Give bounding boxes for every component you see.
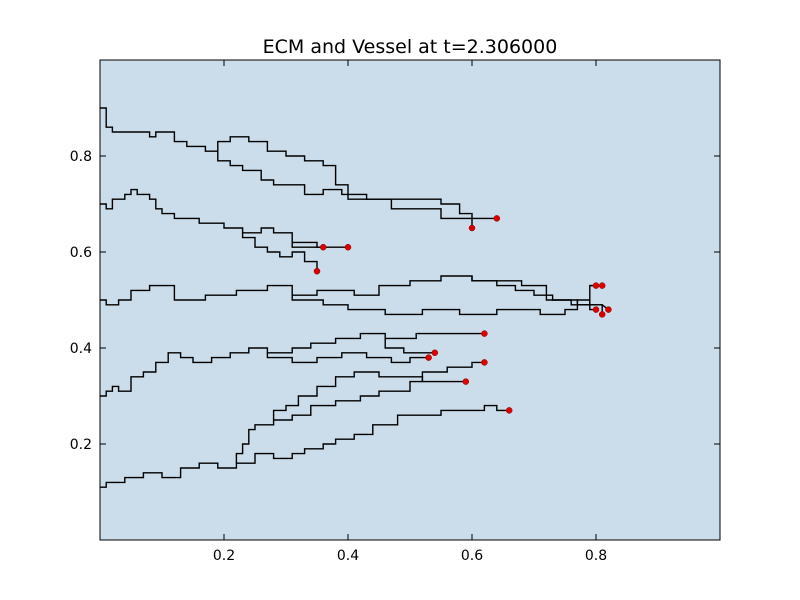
x-tick-label: 0.8: [585, 548, 607, 564]
vessel-line-8: [576, 299, 603, 315]
plot-frame: [99, 59, 721, 541]
vessel-line-5: [100, 275, 609, 311]
y-tick-label: 0.4: [70, 341, 92, 357]
vessel-line-11: [266, 352, 429, 364]
y-tick-label: 0.6: [70, 245, 92, 261]
vessel-line-7: [471, 276, 596, 311]
x-tick-label: 0.2: [213, 548, 235, 564]
vessel-tip-marker-12: [431, 349, 439, 357]
x-axis: 0.2 0.4 0.6 0.8: [213, 60, 607, 564]
vessel-tip-marker-15: [462, 378, 470, 385]
vessel-line-12: [384, 338, 435, 354]
vessel-tip-marker-1: [468, 224, 476, 232]
x-tick-label: 0.4: [337, 548, 359, 564]
vessel-tip-marker-8: [598, 311, 606, 318]
vessel-line-14: [235, 361, 485, 464]
vessel-tip-marker-4: [319, 243, 327, 251]
vessel-line-15: [272, 371, 466, 420]
vessel-tip-marker-7: [592, 306, 600, 313]
vessel-network: [100, 107, 609, 488]
vessel-tip-marker-0: [493, 215, 501, 222]
vessel-tip-marker-5: [605, 306, 612, 313]
y-tick-label: 0.8: [70, 149, 92, 165]
vessel-tips: [313, 215, 612, 414]
vessel-line-6: [291, 284, 596, 316]
x-tick-label: 0.6: [461, 548, 483, 564]
vessel-tip-marker-6: [592, 282, 600, 289]
vessel-line-1: [217, 151, 473, 228]
vessel-line-3: [241, 232, 318, 272]
vessel-line-4: [291, 242, 324, 248]
y-tick-label: 0.2: [70, 437, 92, 453]
vessel-line-2: [100, 188, 348, 248]
vessel-tip-marker-14: [481, 359, 488, 366]
y-axis: 0.2 0.4 0.6 0.8: [70, 149, 720, 453]
vessel-line-10: [100, 332, 485, 397]
vessel-tip-marker-2: [344, 243, 352, 251]
vessel-line-13: [100, 404, 510, 488]
vessel-tip-marker-9: [598, 282, 606, 289]
vessel-tip-marker-11: [425, 354, 432, 361]
vessel-tip-marker-3: [313, 267, 321, 275]
chart-title: ECM and Vessel at t=2.306000: [263, 36, 558, 58]
vessel-tip-marker-10: [481, 330, 488, 337]
vessel-tip-marker-13: [505, 407, 513, 414]
